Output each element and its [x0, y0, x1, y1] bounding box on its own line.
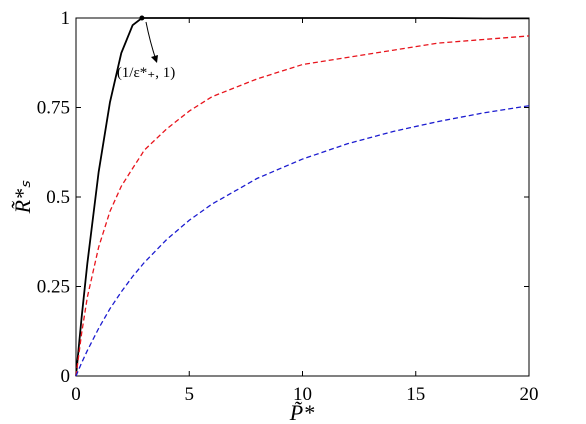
annotation-arrow	[145, 21, 157, 61]
annotation-arrowhead	[151, 55, 158, 63]
y-tick-label: 0.75	[37, 98, 70, 119]
y-tick-label: 0.25	[37, 277, 70, 298]
x-tick-label: 5	[185, 384, 195, 405]
x-tick-label: 15	[406, 384, 425, 405]
x-tick-label: 0	[71, 384, 81, 405]
x-tick-label: 10	[293, 384, 312, 405]
x-tick-label: 20	[520, 384, 539, 405]
x-axis-label: P̃*	[289, 400, 314, 424]
line-series	[75, 35, 530, 377]
annotation: (1/ε*₊, 1)	[117, 65, 175, 81]
line-series	[75, 17, 529, 377]
y-tick-label: 0	[61, 366, 71, 387]
y-axis-label: R̃*ₛ	[10, 180, 35, 214]
y-tick-label: 0.5	[46, 187, 70, 208]
annotation-point	[139, 15, 145, 21]
line-series	[75, 105, 530, 377]
y-tick-label: 1	[61, 8, 71, 29]
